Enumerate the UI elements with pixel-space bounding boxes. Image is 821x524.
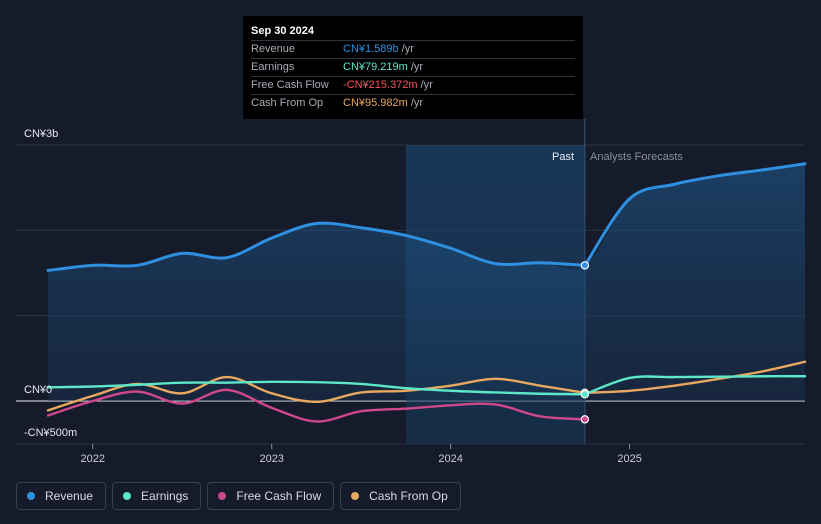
- series-line-free-cash-flow: [46, 388, 587, 423]
- series-lines: [46, 162, 807, 423]
- tooltip-label: Free Cash Flow: [251, 79, 329, 91]
- tooltip-unit: /yr: [401, 43, 414, 55]
- tooltip-label: Earnings: [251, 61, 295, 73]
- forecast-line-revenue: [583, 162, 807, 267]
- tooltip-unit: /yr: [410, 97, 424, 109]
- revenue-area-fill: [48, 163, 805, 401]
- x-tick-label: 2025: [617, 453, 641, 465]
- tooltip-unit: /yr: [410, 61, 424, 73]
- x-axis-ticks: 2022 2023 2024 2025: [80, 444, 642, 465]
- tooltip: Sep 30 2024 Revenue CN¥1.589b /yr Earnin…: [243, 16, 583, 119]
- chart-canvas: CN¥3b CN¥0 -CN¥500m Past Analysts Foreca…: [16, 119, 807, 465]
- legend-label: Revenue: [45, 489, 94, 503]
- tooltip-label: Revenue: [251, 43, 296, 55]
- legend-item-revenue[interactable]: Revenue: [16, 482, 107, 510]
- legend: Revenue Earnings Free Cash Flow Cash Fro…: [16, 482, 461, 512]
- series-line-revenue: [46, 221, 587, 272]
- legend-dot-icon: [351, 492, 360, 500]
- marker-free-cash-flow: [580, 415, 590, 424]
- tooltip-row-free-cash-flow: Free Cash Flow -CN¥215.372m /yr: [251, 76, 575, 94]
- tooltip-date: Sep 30 2024: [251, 25, 314, 37]
- tooltip-row-revenue: Revenue CN¥1.589b /yr: [251, 40, 575, 58]
- legend-item-cash-from-op[interactable]: Cash From Op: [340, 482, 461, 510]
- axis: CN¥3b CN¥0 -CN¥500m Past Analysts Foreca…: [24, 128, 683, 439]
- legend-dot-icon: [218, 492, 227, 500]
- legend-label: Earnings: [141, 489, 189, 503]
- x-tick-label: 2022: [80, 453, 104, 465]
- marker-revenue: [580, 261, 590, 270]
- legend-dot-icon: [123, 492, 132, 500]
- tooltip-value: CN¥1.589b: [343, 43, 399, 55]
- forecast-line-earnings: [583, 375, 807, 396]
- y-axis-label-zero: CN¥0: [24, 384, 52, 396]
- legend-item-free-cash-flow[interactable]: Free Cash Flow: [207, 482, 335, 510]
- tooltip-row-earnings: Earnings CN¥79.219m /yr: [251, 58, 575, 76]
- marker-earnings: [580, 390, 590, 399]
- tooltip-label: Cash From Op: [251, 97, 324, 109]
- tooltip-unit: /yr: [420, 79, 433, 91]
- past-label: Past: [552, 151, 574, 163]
- tooltip-value: -CN¥215.372m: [343, 79, 418, 91]
- y-axis-label-top: CN¥3b: [24, 128, 58, 140]
- forecast-line-cash-from-op: [583, 360, 807, 395]
- tooltip-row-cash-from-op: Cash From Op CN¥95.982m /yr: [251, 94, 575, 112]
- legend-item-earnings[interactable]: Earnings: [112, 482, 202, 510]
- tooltip-value: CN¥95.982m: [343, 97, 408, 109]
- legend-dot-icon: [27, 492, 35, 500]
- forecast-label: Analysts Forecasts: [590, 151, 683, 163]
- x-tick-label: 2023: [259, 453, 283, 465]
- y-axis-label-bottom: -CN¥500m: [24, 427, 77, 439]
- legend-label: Free Cash Flow: [236, 489, 322, 503]
- legend-label: Cash From Op: [369, 489, 448, 503]
- tooltip-value: CN¥79.219m: [343, 61, 408, 73]
- data-markers: [580, 261, 590, 424]
- series-line-earnings: [46, 380, 587, 396]
- x-tick-label: 2024: [438, 453, 462, 465]
